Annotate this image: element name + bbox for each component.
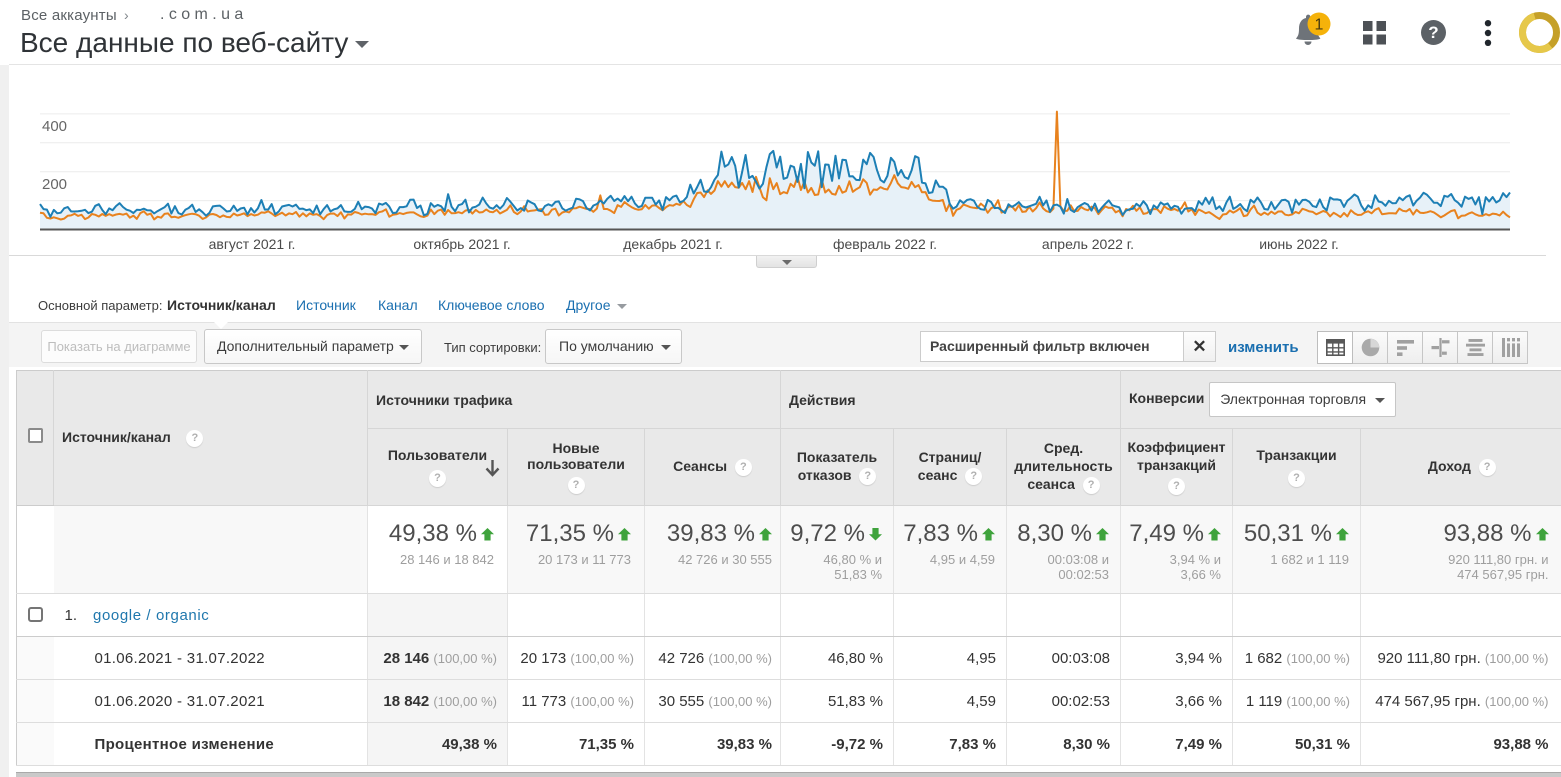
- svg-text:1: 1: [1315, 17, 1324, 34]
